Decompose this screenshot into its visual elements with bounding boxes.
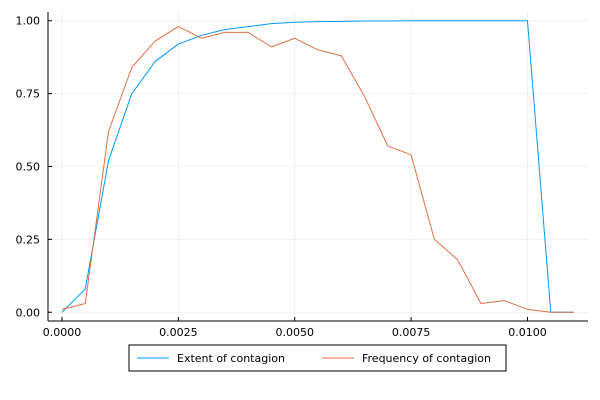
y-tick-label: 1.00 [16,15,41,28]
x-tick-label: 0.0050 [275,326,314,339]
axes [47,12,588,322]
series-lines [61,20,575,313]
y-tick-label: 0.50 [16,161,41,174]
legend-box [128,344,507,372]
y-tick-label: 0.25 [16,233,41,246]
legend: Extent of contagion Frequency of contagio… [128,344,507,372]
y-tick-label: 0.75 [16,88,41,101]
y-tick-label: 0.00 [16,306,41,319]
x-tick-label: 0.0000 [43,326,82,339]
series-line-frequency [61,26,575,313]
x-tick-label: 0.0025 [159,326,198,339]
legend-label: Extent of contagion [177,352,285,365]
series-line-extent [61,20,575,313]
grid-lines [48,12,588,321]
x-tick-label: 0.0100 [508,326,547,339]
x-tick-label: 0.0075 [392,326,431,339]
legend-label: Frequency of contagion [362,352,491,365]
tick-labels: 0.0000 0.0025 0.0050 0.0075 0.0100 0.00 0.25 0.… [16,15,547,339]
